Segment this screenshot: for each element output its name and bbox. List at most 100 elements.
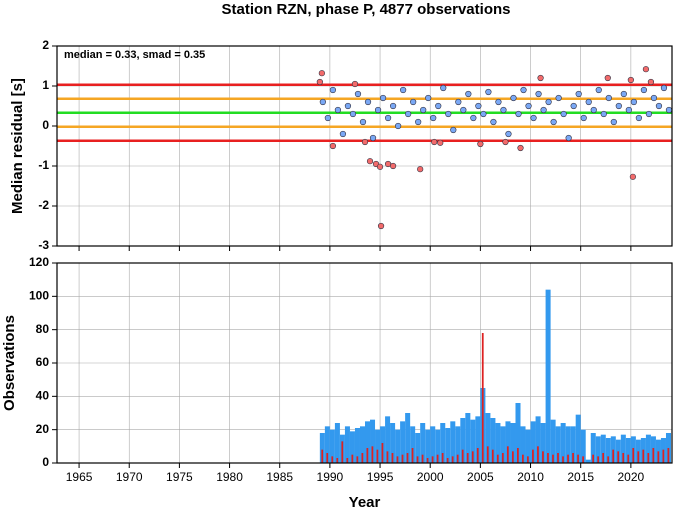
- bar: [500, 426, 506, 463]
- bar: [605, 438, 611, 463]
- bar: [635, 439, 641, 463]
- point: [585, 98, 592, 106]
- bar: [540, 423, 546, 463]
- point: [650, 94, 658, 102]
- y-tick-label: 60: [36, 355, 50, 369]
- x-tick-label: 1985: [266, 470, 293, 484]
- bar: [390, 423, 396, 463]
- point: [351, 80, 359, 88]
- bar: [420, 423, 426, 463]
- point: [329, 86, 336, 94]
- point: [615, 102, 622, 110]
- bar: [395, 429, 401, 463]
- point: [480, 110, 487, 118]
- point: [600, 110, 607, 118]
- point: [635, 114, 642, 122]
- bar: [416, 456, 419, 463]
- point: [560, 110, 567, 118]
- point: [339, 130, 347, 138]
- bar: [547, 453, 549, 463]
- y-tick-label: 20: [36, 422, 50, 436]
- bar: [535, 416, 541, 463]
- bar: [346, 458, 349, 463]
- point: [324, 114, 331, 122]
- point: [625, 106, 632, 114]
- x-tick-label: 1995: [367, 470, 394, 484]
- bar: [361, 453, 364, 463]
- bar: [476, 448, 479, 463]
- bar: [400, 421, 406, 463]
- frame: [56, 262, 673, 464]
- bar: [354, 428, 360, 463]
- point: [389, 162, 397, 170]
- bar: [511, 451, 514, 463]
- x-tick-label: 1965: [66, 470, 93, 484]
- point: [620, 90, 627, 98]
- y-tick-label: -1: [38, 158, 49, 172]
- bar: [627, 454, 630, 463]
- point: [435, 102, 442, 110]
- bar: [632, 448, 635, 463]
- bar: [455, 426, 461, 463]
- bar: [637, 451, 640, 463]
- bar: [349, 431, 355, 463]
- bar: [527, 456, 529, 463]
- bar: [495, 423, 501, 463]
- point: [379, 94, 387, 102]
- bar: [386, 451, 389, 463]
- point: [366, 158, 374, 165]
- point: [405, 110, 412, 118]
- bar: [505, 421, 511, 463]
- y-tick-label: -2: [38, 198, 49, 212]
- bar: [522, 454, 524, 463]
- bar: [550, 419, 556, 463]
- bar: [396, 456, 399, 463]
- bar: [334, 423, 340, 463]
- point: [505, 130, 512, 138]
- bar: [376, 449, 379, 463]
- y-axis-label: Observations: [1, 315, 18, 411]
- bar: [572, 453, 574, 463]
- point: [318, 70, 325, 77]
- bar: [657, 451, 660, 463]
- bar: [597, 456, 600, 463]
- point: [490, 118, 497, 126]
- point: [647, 78, 655, 86]
- bar: [415, 433, 421, 463]
- point: [630, 98, 637, 106]
- bar: [620, 434, 626, 463]
- bar: [365, 421, 371, 463]
- bar: [580, 429, 586, 463]
- bar: [465, 413, 471, 463]
- bar: [481, 333, 484, 463]
- bar: [585, 459, 591, 463]
- point: [500, 106, 507, 114]
- x-tick-label: 1990: [317, 470, 344, 484]
- point: [455, 98, 462, 106]
- bar: [516, 448, 519, 463]
- bar: [520, 426, 526, 463]
- point: [410, 98, 417, 106]
- bar: [371, 446, 374, 463]
- bar: [525, 429, 531, 463]
- point: [627, 76, 634, 84]
- bar: [567, 454, 569, 463]
- point: [645, 110, 653, 118]
- bar: [582, 456, 584, 463]
- bar: [401, 454, 404, 463]
- point: [530, 114, 537, 122]
- bar: [426, 458, 429, 463]
- bar: [321, 449, 324, 463]
- y-tick-label: 0: [42, 118, 49, 132]
- point: [369, 134, 377, 142]
- bar: [595, 436, 601, 463]
- point: [395, 122, 402, 130]
- point: [364, 98, 372, 106]
- bar: [496, 454, 499, 463]
- bar: [341, 441, 344, 463]
- point: [389, 102, 397, 110]
- point: [349, 110, 357, 118]
- bar: [560, 423, 566, 463]
- point: [629, 173, 636, 180]
